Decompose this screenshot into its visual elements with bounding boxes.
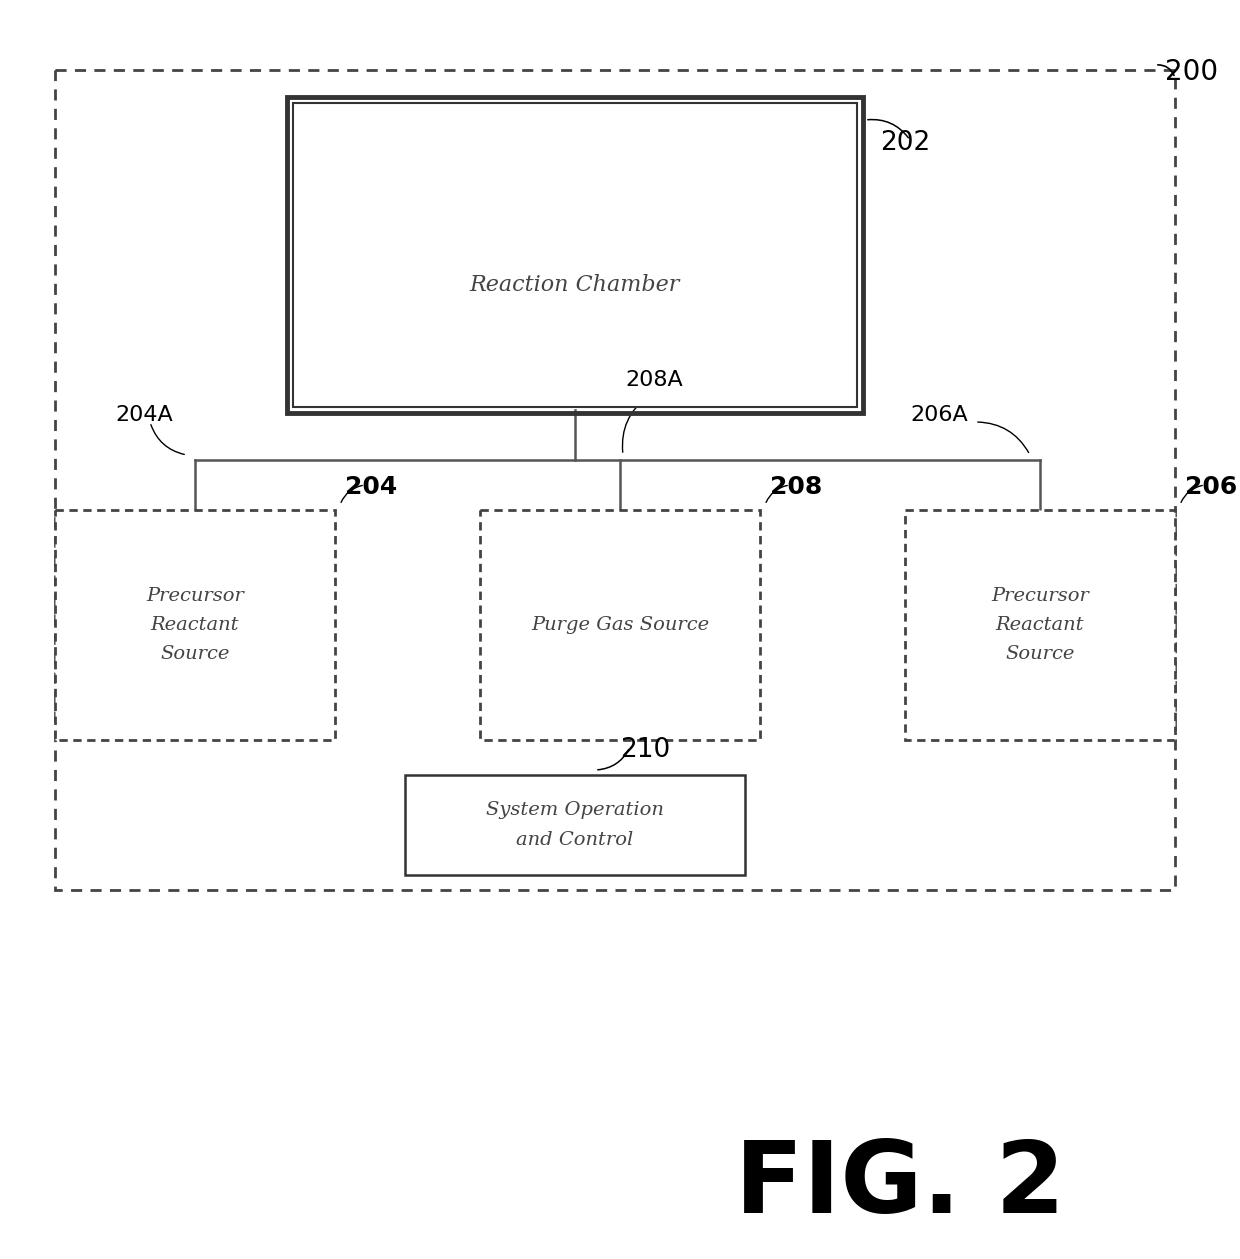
Text: FIG. 2: FIG. 2 xyxy=(735,1137,1065,1234)
Text: 206: 206 xyxy=(1185,475,1238,499)
Bar xyxy=(293,103,857,407)
Text: Purge Gas Source: Purge Gas Source xyxy=(531,616,709,635)
Text: 210: 210 xyxy=(620,737,671,763)
Bar xyxy=(55,71,1176,890)
Text: 204: 204 xyxy=(345,475,397,499)
Text: 208A: 208A xyxy=(625,370,683,390)
Text: System Operation
and Control: System Operation and Control xyxy=(486,802,663,849)
Bar xyxy=(405,776,745,875)
Text: Precursor
Reactant
Source: Precursor Reactant Source xyxy=(146,587,244,663)
Text: 208: 208 xyxy=(770,475,822,499)
Text: 202: 202 xyxy=(880,130,930,156)
Bar xyxy=(480,510,760,740)
Bar xyxy=(286,97,863,413)
Text: Precursor
Reactant
Source: Precursor Reactant Source xyxy=(991,587,1089,663)
Bar xyxy=(905,510,1176,740)
Text: 204A: 204A xyxy=(115,405,172,426)
Text: 200: 200 xyxy=(1166,58,1218,86)
Text: Reaction Chamber: Reaction Chamber xyxy=(470,274,681,296)
Text: 206A: 206A xyxy=(910,405,967,426)
Bar xyxy=(55,510,335,740)
